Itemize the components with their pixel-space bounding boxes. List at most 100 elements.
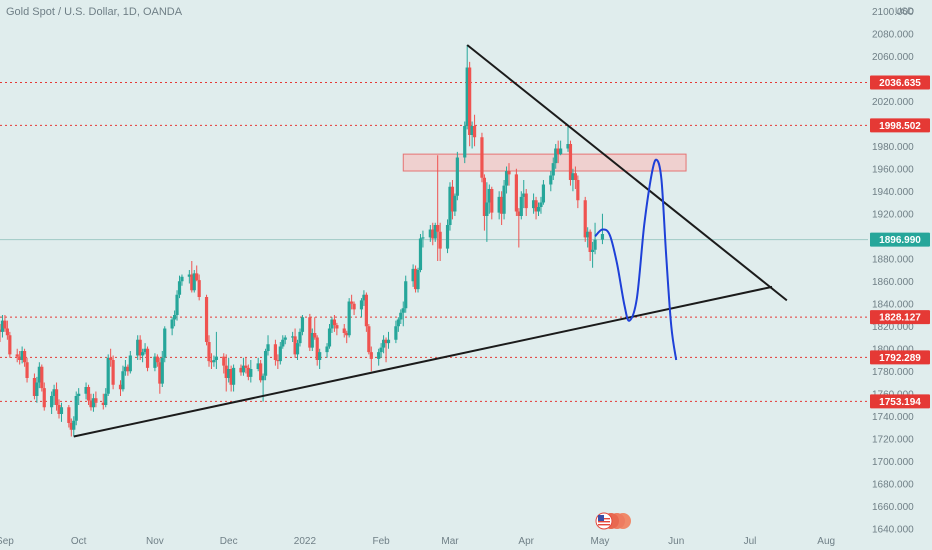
candle-body — [123, 366, 128, 372]
candle — [519, 191, 523, 220]
candle — [261, 373, 265, 402]
candle-body — [192, 273, 196, 291]
projection-layer — [594, 158, 678, 361]
candle — [163, 326, 167, 363]
candle — [364, 292, 368, 332]
candle — [352, 301, 356, 315]
candle — [583, 196, 587, 242]
candle-body — [273, 344, 277, 360]
trendline-ascending — [73, 285, 773, 438]
candle — [399, 309, 403, 324]
y-tick-label: 1700.000 — [872, 457, 914, 468]
candle — [318, 348, 322, 369]
candle-body — [20, 351, 24, 360]
candle — [576, 175, 580, 209]
price-level-label: 1792.289 — [879, 353, 921, 364]
candle — [293, 328, 297, 358]
candle — [485, 182, 489, 242]
x-tick-label: Sep — [0, 536, 14, 547]
flag-icon[interactable] — [594, 512, 632, 530]
candle — [246, 364, 250, 381]
candle — [450, 180, 455, 220]
candle-body — [231, 367, 236, 385]
price-level-label-bg — [870, 350, 930, 365]
candle — [3, 315, 7, 332]
candle-body — [531, 200, 536, 209]
candle — [278, 342, 282, 365]
candle — [204, 294, 209, 346]
candle — [421, 230, 425, 248]
candle — [401, 301, 405, 327]
candle-body — [504, 171, 509, 186]
chart-title: Gold Spot / U.S. Dollar, 1D, OANDA — [6, 6, 183, 18]
candle — [138, 335, 142, 360]
candle-body — [463, 126, 467, 158]
candle-body — [187, 274, 191, 277]
candle-body — [15, 354, 19, 357]
y-tick-label: 1800.000 — [872, 344, 914, 355]
candle — [35, 376, 39, 403]
y-tick-label: 1980.000 — [872, 142, 914, 153]
candle-body — [428, 229, 432, 238]
candle-body — [224, 365, 228, 378]
candle — [59, 402, 64, 422]
candle-body — [416, 270, 420, 290]
candle-body — [411, 268, 415, 282]
candle — [566, 126, 570, 152]
candle — [445, 219, 450, 254]
candle-body — [241, 365, 246, 373]
candle — [394, 320, 398, 344]
x-tick-label: Oct — [71, 536, 87, 547]
candle-body — [438, 231, 442, 249]
candle — [281, 335, 285, 349]
x-tick-label: Jun — [668, 536, 684, 547]
candle-body — [310, 333, 314, 348]
price-level-label: 1753.194 — [879, 397, 921, 408]
candle-body — [487, 189, 491, 203]
candle — [332, 315, 337, 332]
candle — [126, 364, 130, 376]
candle-body — [153, 356, 157, 368]
candle-body — [330, 319, 334, 329]
candle-body — [128, 355, 132, 372]
candle — [77, 388, 81, 405]
candle-body — [522, 193, 526, 197]
candle-body — [5, 328, 9, 336]
candle — [377, 348, 381, 366]
candle-body — [404, 281, 408, 309]
price-level-label: 2036.635 — [879, 78, 921, 89]
candle-body — [266, 344, 270, 351]
y-tick-label: 1640.000 — [872, 524, 914, 535]
candle — [15, 348, 19, 363]
candle-body — [212, 360, 216, 363]
candle-body — [72, 420, 76, 430]
candle — [502, 180, 506, 220]
candle-body — [556, 148, 560, 155]
candle — [231, 364, 236, 392]
candle-body — [519, 196, 523, 216]
candle-body — [163, 328, 167, 358]
candle — [362, 290, 366, 306]
candle — [94, 391, 98, 408]
candle — [534, 196, 538, 220]
candle — [207, 335, 211, 367]
candle — [106, 354, 110, 396]
candle — [517, 208, 521, 248]
candle — [350, 294, 354, 310]
candle-body — [170, 319, 174, 329]
candle-body — [367, 326, 371, 353]
candle-body — [244, 365, 248, 368]
candle — [428, 225, 432, 242]
price-level-lines — [0, 82, 868, 402]
candle — [153, 353, 157, 372]
candle — [190, 261, 194, 293]
candle-body — [276, 360, 280, 362]
candle — [249, 360, 253, 383]
candle — [266, 335, 270, 356]
candle — [325, 343, 329, 358]
x-tick-label: Apr — [518, 536, 534, 547]
candle — [155, 354, 159, 367]
candle-body — [591, 249, 595, 252]
candle-body — [256, 363, 260, 369]
current-price-label: 1896.990 — [879, 235, 921, 246]
